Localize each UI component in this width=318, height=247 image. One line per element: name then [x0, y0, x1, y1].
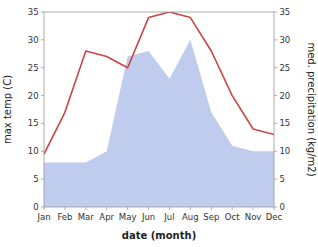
tick-mark: [64, 207, 65, 210]
tick-mark: [41, 207, 44, 208]
tick-mark: [148, 207, 149, 210]
tick-label: Oct: [225, 212, 240, 222]
y-axis-label: max temp (C): [2, 75, 13, 144]
tick-label: 15: [279, 118, 290, 128]
tick-mark: [274, 123, 277, 124]
tick-mark: [41, 151, 44, 152]
tick-label: Dec: [266, 212, 283, 222]
tick-mark: [274, 12, 277, 13]
tick-mark: [41, 67, 44, 68]
tick-label: 10: [28, 146, 39, 156]
tick-label: 5: [33, 174, 38, 184]
tick-label: 0: [279, 202, 284, 212]
tick-label: 20: [279, 91, 290, 101]
tick-mark: [41, 123, 44, 124]
tick-label: 35: [28, 7, 39, 17]
tick-mark: [190, 207, 191, 210]
tick-mark: [85, 207, 86, 210]
tick-mark: [41, 39, 44, 40]
tick-mark: [127, 207, 128, 210]
tick-label: 25: [28, 63, 39, 73]
tick-label: 35: [279, 7, 290, 17]
tick-mark: [274, 207, 277, 208]
tick-label: 30: [279, 35, 290, 45]
tick-mark: [274, 179, 277, 180]
tick-label: 10: [279, 146, 290, 156]
tick-mark: [169, 207, 170, 210]
tick-mark: [232, 207, 233, 210]
tick-mark: [211, 207, 212, 210]
tick-label: Sep: [203, 212, 219, 222]
tick-label: Apr: [99, 212, 114, 222]
x-axis-label: date (month): [122, 230, 196, 241]
temperature-line: [44, 12, 274, 154]
tick-label: 5: [279, 174, 284, 184]
tick-label: 15: [28, 118, 39, 128]
tick-label: Mar: [78, 212, 95, 222]
tick-mark: [41, 179, 44, 180]
tick-label: Jul: [163, 212, 174, 222]
plot-area: [44, 12, 274, 207]
y2-axis-label: med. precipitation (kg/m2): [306, 42, 317, 176]
chart: 0 5 10 15 20 25 30 35 0 5 10 15 20 25 30 35 Jan Feb Mar Apr…: [0, 0, 318, 247]
tick-label: 30: [28, 35, 39, 45]
plot-frame: [44, 12, 274, 207]
tick-mark: [274, 207, 275, 210]
tick-label: 0: [33, 202, 38, 212]
tick-mark: [274, 39, 277, 40]
tick-mark: [106, 207, 107, 210]
tick-mark: [253, 207, 254, 210]
tick-label: Jun: [141, 212, 155, 222]
tick-mark: [44, 207, 45, 210]
tick-mark: [274, 67, 277, 68]
tick-label: Jan: [36, 212, 50, 222]
tick-mark: [274, 151, 277, 152]
tick-label: Feb: [57, 212, 72, 222]
tick-mark: [41, 95, 44, 96]
tick-label: Nov: [245, 212, 262, 222]
tick-label: 25: [279, 63, 290, 73]
precipitation-area: [44, 40, 274, 207]
tick-label: Aug: [182, 212, 199, 222]
tick-mark: [274, 95, 277, 96]
tick-label: 20: [28, 91, 39, 101]
tick-label: May: [119, 212, 137, 222]
tick-mark: [41, 12, 44, 13]
